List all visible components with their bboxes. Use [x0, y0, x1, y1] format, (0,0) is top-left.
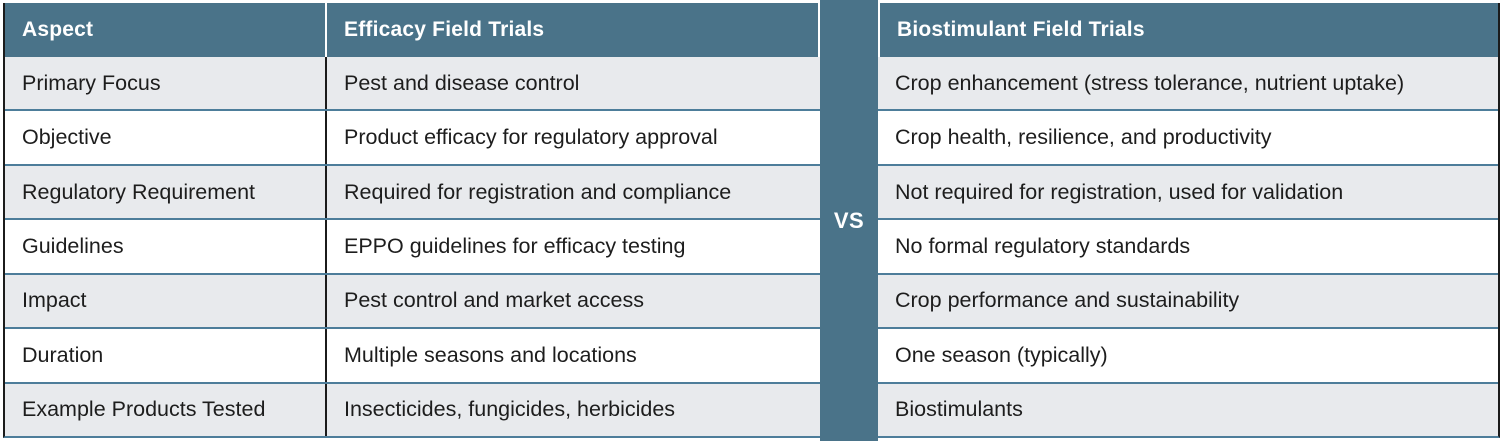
table-row-duration-right: One season (typically): [878, 327, 1498, 382]
table-row-impact-right: Crop performance and sustainability: [878, 272, 1498, 328]
header-efficacy-field-trials: Efficacy Field Trials: [327, 3, 820, 57]
biostimulant-value: Crop enhancement (stress tolerance, nutr…: [895, 70, 1405, 95]
aspect-value: Pest control and market access: [344, 288, 644, 313]
table-row-guidelines: Guidelines EPPO guidelines for efficacy …: [5, 218, 820, 273]
table-row-primary-focus-right: Crop enhancement (stress tolerance, nutr…: [878, 57, 1498, 110]
table-row-example-products-right: Biostimulants: [878, 381, 1498, 436]
biostimulant-value: One season (typically): [895, 342, 1108, 367]
biostimulant-value: No formal regulatory standards: [895, 233, 1191, 258]
aspect-value: EPPO guidelines for efficacy testing: [344, 233, 686, 258]
right-table-header-row: Biostimulant Field Trials: [878, 3, 1498, 57]
biostimulant-trials-table: Biostimulant Field Trials Crop enhanceme…: [878, 3, 1500, 438]
aspect-value: Product efficacy for regulatory approval: [344, 125, 718, 150]
table-row-objective: Objective Product efficacy for regulator…: [5, 109, 820, 164]
aspect-label: Example Products Tested: [5, 383, 327, 436]
table-row-guidelines-right: No formal regulatory standards: [878, 218, 1498, 273]
table-row-regulatory-requirement: Regulatory Requirement Required for regi…: [5, 163, 820, 219]
aspect-value: Required for registration and compliance: [344, 179, 732, 204]
table-row-primary-focus: Primary Focus Pest and disease control: [5, 57, 820, 110]
aspect-label: Regulatory Requirement: [5, 165, 327, 219]
table-row-example-products: Example Products Tested Insecticides, fu…: [5, 381, 820, 436]
biostimulant-value: Not required for registration, used for …: [895, 179, 1344, 204]
biostimulant-value: Crop performance and sustainability: [895, 288, 1240, 313]
aspect-label: Objective: [5, 111, 327, 164]
efficacy-trials-table: Aspect Efficacy Field Trials Primary Foc…: [3, 3, 820, 438]
table-row-duration: Duration Multiple seasons and locations: [5, 327, 820, 382]
biostimulant-value: Crop health, resilience, and productivit…: [895, 125, 1272, 150]
aspect-value: Insecticides, fungicides, herbicides: [344, 397, 676, 422]
header-aspect: Aspect: [5, 3, 327, 57]
table-row-objective-right: Crop health, resilience, and productivit…: [878, 109, 1498, 164]
aspect-label: Guidelines: [5, 220, 327, 273]
header-biostimulant-field-trials: Biostimulant Field Trials: [878, 3, 1498, 57]
left-table-header-row: Aspect Efficacy Field Trials: [5, 3, 820, 57]
table-row-impact: Impact Pest control and market access: [5, 272, 820, 328]
aspect-label: Primary Focus: [5, 57, 327, 110]
vs-divider-band: VS: [820, 0, 878, 441]
aspect-value: Multiple seasons and locations: [344, 342, 637, 367]
biostimulant-value: Biostimulants: [895, 397, 1023, 422]
aspect-value: Pest and disease control: [344, 70, 580, 95]
left-table-body: Primary Focus Pest and disease control O…: [5, 57, 820, 436]
right-table-body: Crop enhancement (stress tolerance, nutr…: [878, 57, 1498, 436]
table-row-regulatory-requirement-right: Not required for registration, used for …: [878, 163, 1498, 219]
vs-label: VS: [833, 207, 865, 233]
aspect-label: Duration: [5, 329, 327, 382]
aspect-label: Impact: [5, 274, 327, 328]
